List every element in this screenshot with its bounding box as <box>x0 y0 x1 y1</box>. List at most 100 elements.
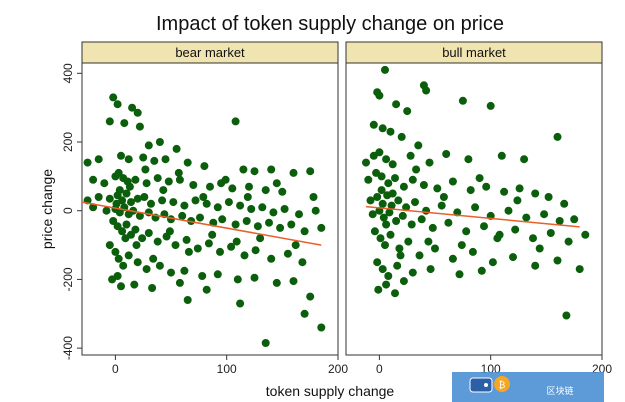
data-point <box>422 86 431 95</box>
data-point <box>278 187 287 196</box>
data-point <box>202 285 211 294</box>
data-point <box>231 117 240 126</box>
data-point <box>368 210 377 219</box>
data-point <box>468 247 477 256</box>
data-point <box>250 273 259 282</box>
data-point <box>448 177 457 186</box>
data-point <box>375 148 384 157</box>
data-point <box>419 181 428 189</box>
data-point <box>431 244 439 253</box>
data-point <box>199 193 208 201</box>
data-point <box>424 237 433 246</box>
data-point <box>373 193 382 201</box>
y-tick-label: 200 <box>61 132 75 152</box>
data-point <box>89 175 98 184</box>
data-point <box>370 227 379 236</box>
data-point <box>391 174 399 183</box>
data-point <box>466 186 475 195</box>
data-point <box>504 206 513 215</box>
data-point <box>384 272 393 280</box>
data-point <box>276 223 285 232</box>
data-point <box>120 119 129 128</box>
data-point <box>261 339 270 347</box>
data-point <box>392 217 401 225</box>
data-point <box>486 101 495 110</box>
data-point <box>522 213 531 222</box>
data-point <box>172 144 181 153</box>
data-point <box>529 234 537 243</box>
data-point <box>198 272 207 280</box>
data-point <box>189 181 198 189</box>
data-point <box>147 199 155 208</box>
data-point <box>366 196 375 205</box>
data-point <box>167 268 175 277</box>
data-point <box>114 254 123 263</box>
y-tick-label: -200 <box>61 267 75 291</box>
data-point <box>493 234 502 243</box>
data-point <box>112 199 121 208</box>
data-point <box>394 196 403 205</box>
data-point <box>218 215 227 224</box>
chart-title: Impact of token supply change on price <box>156 13 504 35</box>
data-point <box>291 241 300 250</box>
data-point <box>384 179 393 188</box>
data-point <box>184 247 193 256</box>
data-point <box>387 201 396 210</box>
data-point <box>204 239 213 248</box>
data-point <box>256 234 265 243</box>
data-point <box>180 201 189 210</box>
data-point <box>191 196 200 205</box>
data-point <box>144 229 153 237</box>
y-tick-label: 400 <box>61 63 75 83</box>
data-point <box>377 172 386 181</box>
data-point <box>227 242 236 251</box>
data-point <box>135 211 144 220</box>
data-point <box>174 168 183 177</box>
data-point <box>399 182 408 191</box>
data-point <box>382 280 391 289</box>
data-point <box>128 103 137 112</box>
data-point <box>535 244 544 253</box>
data-point <box>125 182 134 191</box>
data-point <box>202 199 211 208</box>
data-point <box>233 275 242 284</box>
data-point <box>261 186 270 195</box>
data-point <box>462 227 471 236</box>
data-point <box>428 223 437 232</box>
data-point <box>306 167 315 176</box>
x-tick-label: 200 <box>328 362 348 376</box>
data-point <box>382 220 391 229</box>
data-point <box>124 155 133 164</box>
data-point <box>132 241 141 250</box>
x-tick-label: 100 <box>217 362 237 376</box>
data-point <box>169 198 178 207</box>
data-point <box>295 210 303 219</box>
data-point <box>500 187 509 196</box>
data-point <box>377 186 386 195</box>
data-point <box>531 189 540 198</box>
data-point <box>531 261 540 270</box>
data-point <box>269 208 278 217</box>
data-point <box>457 241 466 250</box>
data-point <box>175 175 184 184</box>
data-point <box>553 132 562 141</box>
strip-label-bear: bear market <box>175 45 245 60</box>
data-point <box>448 254 457 263</box>
data-point <box>509 253 517 262</box>
data-point <box>153 237 162 246</box>
data-point <box>382 155 391 164</box>
data-point <box>150 156 159 165</box>
data-point <box>415 251 424 260</box>
x-ticks-bear: 0 100 200 <box>112 355 348 376</box>
data-point <box>158 196 167 205</box>
data-point <box>406 151 415 160</box>
bitcoin-icon: ₿ <box>494 376 510 392</box>
strip-label-bull: bull market <box>442 45 506 60</box>
data-point <box>121 234 130 243</box>
data-point <box>497 151 506 160</box>
data-point <box>426 265 435 274</box>
data-point <box>113 272 122 280</box>
data-point <box>511 225 520 234</box>
data-point <box>520 155 529 164</box>
